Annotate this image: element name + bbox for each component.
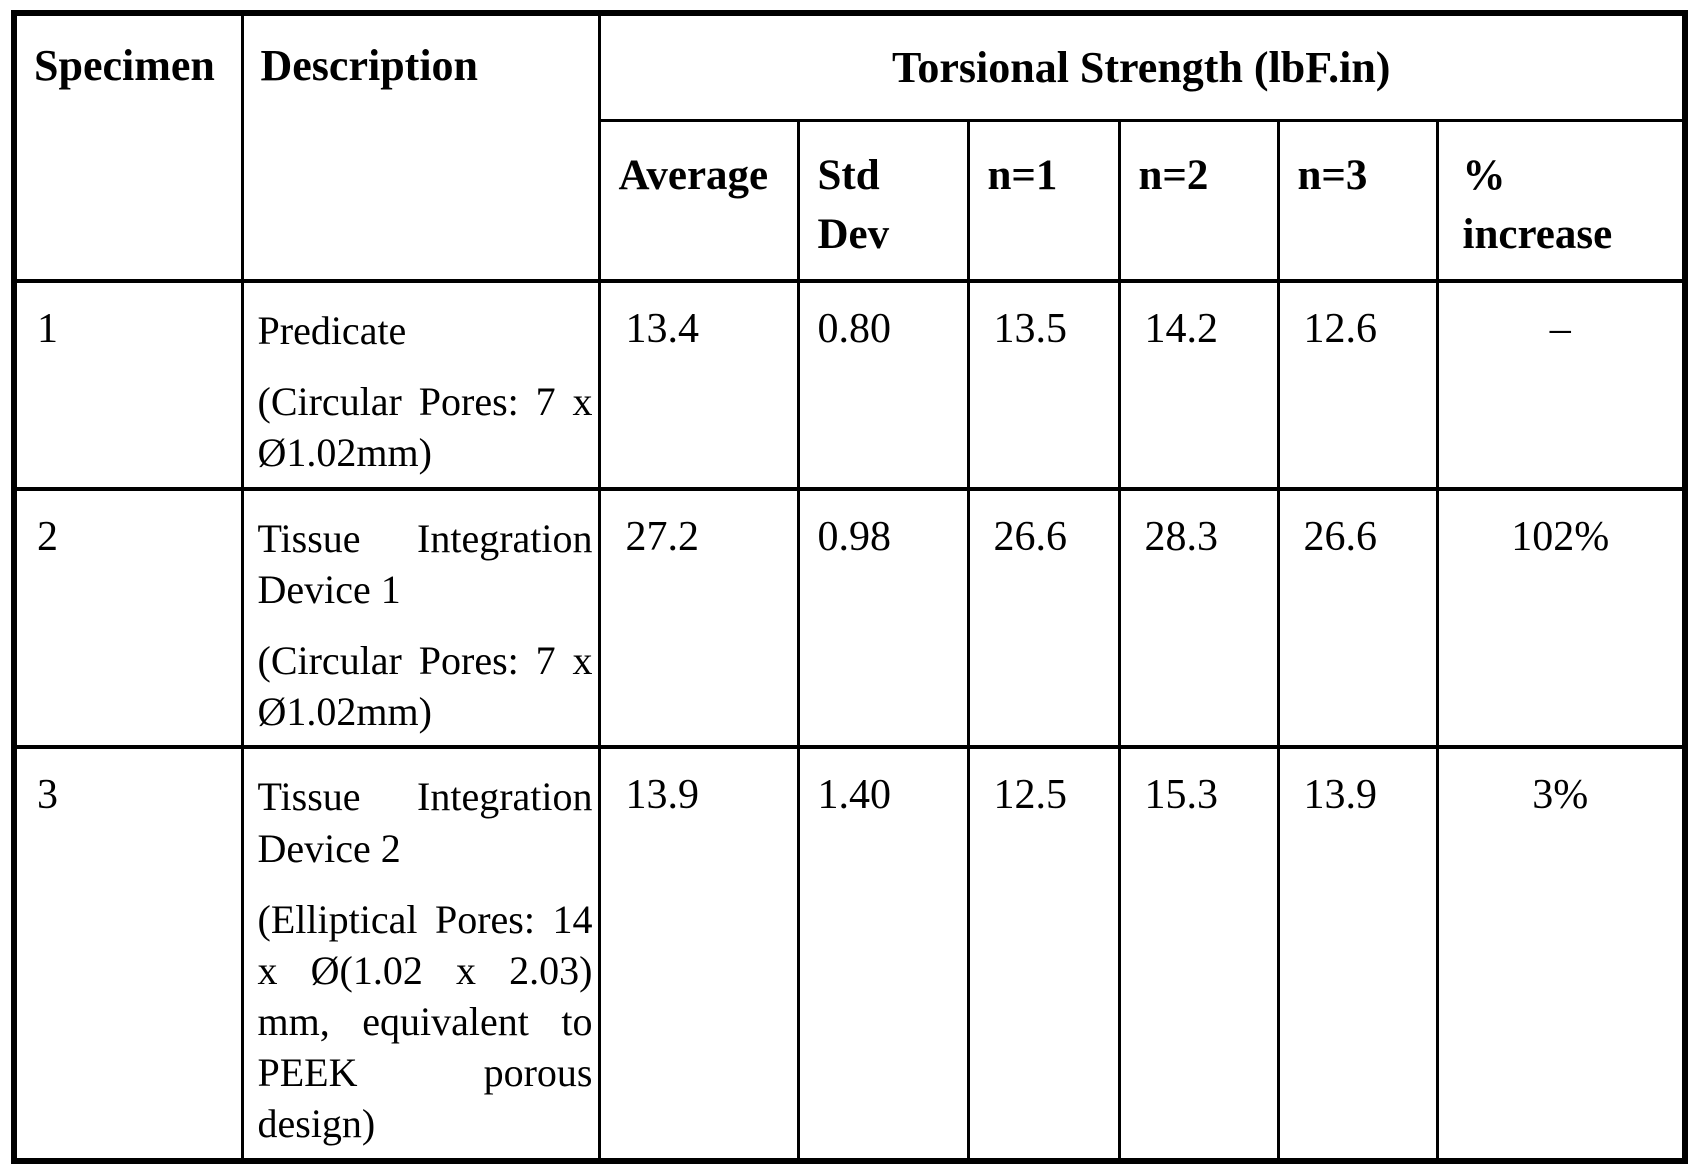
specimen-cell: 3	[12, 745, 244, 1163]
header-specimen: Specimen	[12, 11, 244, 283]
subheader-pct-increase: % increase	[1435, 118, 1687, 283]
description-name: Tissue Integration Device 2	[257, 774, 593, 871]
subheader-n2: n=2	[1117, 118, 1280, 283]
n1-cell: 12.5	[966, 745, 1121, 1163]
std-dev-cell: 0.98	[796, 486, 970, 750]
n3-cell: 26.6	[1276, 486, 1439, 750]
average-cell: 13.9	[597, 745, 800, 1163]
description-cell: Tissue Integration Device 2 (Elliptical …	[240, 745, 601, 1163]
n2-cell: 28.3	[1117, 486, 1280, 750]
description-cell: Tissue Integration Device 1 (Circular Po…	[240, 486, 601, 750]
pct-increase-cell: 3%	[1435, 745, 1687, 1163]
std-dev-cell: 0.80	[796, 279, 970, 491]
description-detail: (Circular Pores: 7 x Ø1.02mm)	[257, 379, 593, 476]
n1-cell: 26.6	[966, 486, 1121, 750]
n2-cell: 14.2	[1117, 279, 1280, 491]
table-row: 2 Tissue Integration Device 1 (Circular …	[12, 486, 1687, 750]
specimen-cell: 1	[12, 279, 244, 491]
header-row-sub: Average Std Dev n=1 n=2 n=3 % increase	[14, 118, 1687, 283]
header-torsional-strength: Torsional Strength (lbF.in)	[597, 11, 1687, 122]
description-detail: (Circular Pores: 7 x Ø1.02mm)	[257, 637, 593, 735]
header-row-group: Specimen Description Torsional Strength …	[12, 11, 1687, 283]
description-detail: (Elliptical Pores: 14 x Ø(1.02 x 2.03) m…	[257, 896, 593, 1147]
pct-increase-cell: 102%	[1435, 486, 1687, 750]
subheader-average: Average	[597, 118, 800, 283]
table-row: 3 Tissue Integration Device 2 (Elliptica…	[12, 745, 1687, 1163]
description-name: Predicate	[257, 308, 407, 353]
n2-cell: 15.3	[1117, 745, 1280, 1163]
subheader-std-dev: Std Dev	[796, 118, 970, 283]
n3-cell: 13.9	[1276, 745, 1439, 1163]
description-name: Tissue Integration Device 1	[257, 515, 593, 612]
average-cell: 27.2	[597, 486, 800, 750]
description-cell: Predicate (Circular Pores: 7 x Ø1.02mm)	[240, 279, 601, 491]
specimen-cell: 2	[12, 486, 244, 750]
pct-increase-cell: –	[1435, 279, 1687, 491]
torsional-strength-table: Specimen Description Torsional Strength …	[11, 10, 1688, 1164]
n3-cell: 12.6	[1276, 279, 1439, 491]
subheader-n3: n=3	[1276, 118, 1439, 283]
header-description: Description	[240, 11, 601, 283]
std-dev-cell: 1.40	[796, 745, 970, 1163]
average-cell: 13.4	[597, 279, 800, 491]
subheader-n1: n=1	[966, 118, 1121, 283]
n1-cell: 13.5	[966, 279, 1121, 491]
table-row: 1 Predicate (Circular Pores: 7 x Ø1.02mm…	[12, 279, 1687, 491]
